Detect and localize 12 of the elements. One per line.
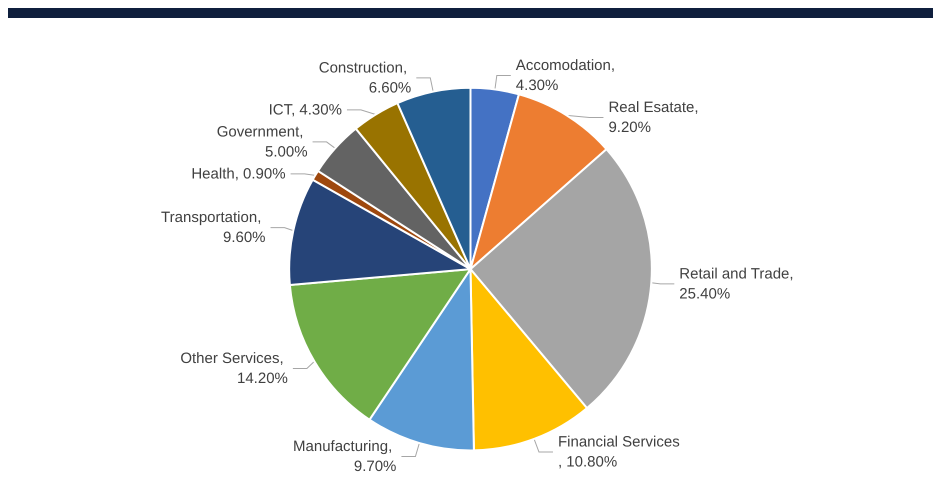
slice-label: Transportation, 9.60%: [161, 209, 266, 246]
slice-label: Accomodation, 4.30%: [516, 57, 620, 94]
slice-label: ICT, 4.30%: [268, 101, 342, 118]
slice-label: Retail and Trade, 25.40%: [679, 265, 798, 302]
slice-label: Real Esatate, 9.20%: [608, 99, 703, 136]
slice-label: Other Services, 14.20%: [180, 350, 288, 388]
slice-label: Government, 5.00%: [216, 123, 308, 160]
data-label: , 10.80%: [558, 454, 618, 471]
slice-label: Health, 0.90%: [191, 165, 286, 182]
slice-label: Manufacturing, 9.70%: [293, 438, 396, 476]
slice-label: Financial Services: [558, 434, 680, 451]
slice-label: Construction, 6.60%: [318, 59, 412, 96]
